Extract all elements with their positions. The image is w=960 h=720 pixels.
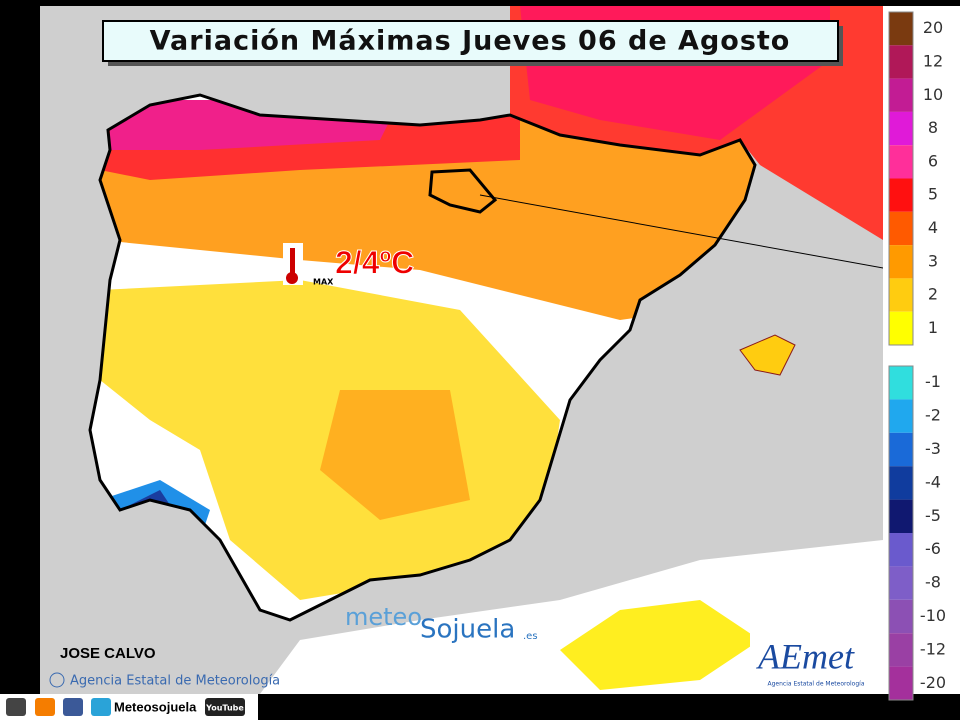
legend-label: -6 <box>925 539 941 558</box>
author: JOSE CALVO <box>60 645 156 662</box>
legend-swatch <box>889 178 913 212</box>
legend-swatch <box>889 666 913 700</box>
instagram-icon <box>6 698 26 716</box>
legend-swatch <box>889 432 913 467</box>
legend-label: 1 <box>928 318 938 337</box>
legend: 20 12 10 8 6 5 4 3 2 1 -1 -2 -3 -4 -5 -6 -8 -10 -12 -20 <box>888 11 946 701</box>
legend-bar-border <box>888 11 914 346</box>
legend-label: 3 <box>928 251 938 270</box>
legend-swatch <box>889 12 913 46</box>
legend-swatch <box>889 211 913 246</box>
legend-label: -8 <box>925 573 941 592</box>
legend-label: 6 <box>928 151 938 170</box>
thermometer <box>290 248 295 276</box>
legend-swatch <box>889 566 913 600</box>
legend-swatch <box>889 111 913 146</box>
balearic <box>739 334 796 376</box>
watermark-sojuela: Sojuela <box>420 615 515 645</box>
iberia-outline <box>88 93 757 622</box>
legend-label: 4 <box>928 218 938 237</box>
legend-label: -2 <box>925 406 941 425</box>
legend-swatch <box>889 145 913 179</box>
legend-label: -1 <box>925 372 941 391</box>
logo-caption: Agencia Estatal de Meteorología <box>768 681 865 688</box>
legend-swatch <box>889 366 913 400</box>
legend-swatch <box>889 45 913 79</box>
legend-label: -4 <box>925 472 941 491</box>
youtube-label: YouTube <box>205 704 244 713</box>
legend-label: 2 <box>928 285 938 304</box>
legend-label: 20 <box>923 18 943 37</box>
africa-warm <box>560 600 760 690</box>
legend-swatch <box>889 311 913 345</box>
social-handle: Meteosojuela <box>114 699 197 714</box>
blogger-icon <box>35 698 55 716</box>
legend-label: -12 <box>920 639 946 658</box>
watermark-es: .es <box>523 631 538 642</box>
legend-label: 5 <box>928 185 938 204</box>
thermometer-bulb <box>286 272 298 284</box>
legend-label: -3 <box>925 439 941 458</box>
legend-label: -5 <box>925 506 941 525</box>
facebook-icon <box>63 698 83 716</box>
pointer-line <box>479 194 906 273</box>
copyright-icon <box>49 672 65 688</box>
legend-swatch <box>889 633 913 667</box>
range-label: 2/4ºC <box>335 244 414 280</box>
legend-swatch <box>889 245 913 279</box>
legend-label: 12 <box>923 51 943 70</box>
la-rioja-outline <box>428 168 498 214</box>
legend-label: 8 <box>928 118 938 137</box>
legend-swatch <box>889 278 913 312</box>
legend-swatch <box>889 533 913 567</box>
legend-swatch <box>889 78 913 112</box>
legend-bar-border <box>888 365 914 701</box>
twitter-icon <box>91 698 111 716</box>
legend-swatch <box>889 399 913 433</box>
title-box <box>102 20 839 62</box>
title: Variación Máximas Jueves 06 de Agosto <box>150 26 791 57</box>
max-label: MAX <box>313 278 334 287</box>
legend-swatch <box>889 499 913 533</box>
legend-label: -20 <box>920 673 946 692</box>
logo: AEmet <box>756 636 855 676</box>
watermark-meteo: meteo <box>345 603 422 631</box>
youtube-icon <box>205 698 245 716</box>
legend-swatch <box>889 466 913 500</box>
legend-label: -10 <box>920 606 946 625</box>
source: Agencia Estatal de Meteorología <box>70 674 280 689</box>
legend-swatch <box>889 599 913 634</box>
logo-box <box>750 628 882 692</box>
legend-label: 10 <box>923 85 943 104</box>
